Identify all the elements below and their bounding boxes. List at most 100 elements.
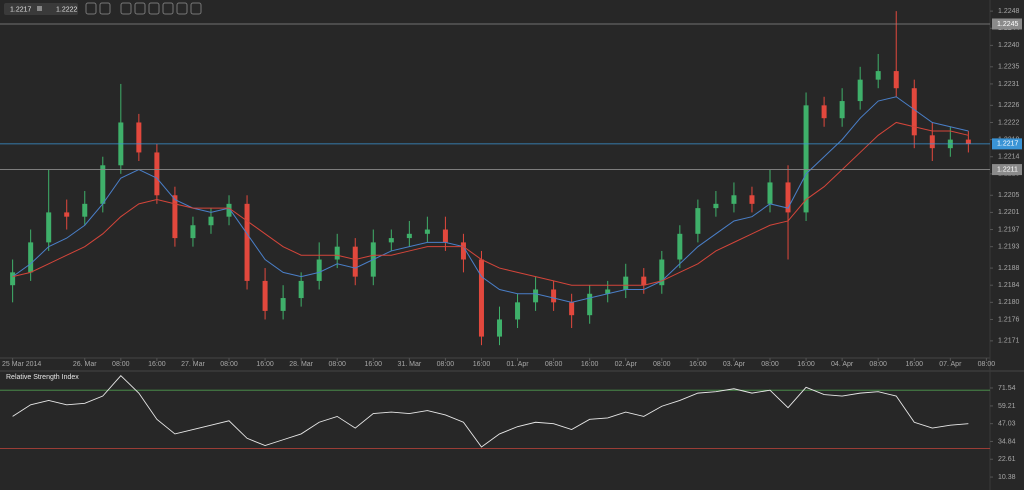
level-box bbox=[992, 18, 1022, 30]
y-tick-label: 1.2240 bbox=[998, 42, 1020, 49]
y-tick-label: 59.21 bbox=[998, 403, 1016, 410]
x-tick-label: 02. Apr bbox=[615, 361, 638, 368]
candle-body bbox=[551, 289, 557, 303]
candle-body bbox=[929, 135, 935, 149]
y-tick-label: 1.2171 bbox=[998, 338, 1020, 345]
x-tick-label: 08:00 bbox=[220, 361, 238, 368]
candle-body bbox=[767, 182, 773, 204]
x-tick-label: 08:00 bbox=[545, 361, 563, 368]
y-tick-label: 34.84 bbox=[998, 438, 1016, 445]
candle-body bbox=[731, 195, 737, 204]
candle-body bbox=[857, 79, 863, 102]
x-tick-label: 16:00 bbox=[797, 361, 815, 368]
y-tick-label: 47.03 bbox=[998, 421, 1016, 428]
y-tick-label: 22.61 bbox=[998, 456, 1016, 463]
candle-body bbox=[10, 272, 16, 286]
candle-body bbox=[424, 229, 430, 234]
rsi-line bbox=[12, 374, 969, 448]
y-tick-label: 1.2205 bbox=[998, 192, 1020, 199]
x-tick-label: 01. Apr bbox=[506, 361, 529, 368]
x-tick-label: 03. Apr bbox=[723, 361, 746, 368]
candle-body bbox=[172, 195, 178, 239]
y-tick-label: 1.2193 bbox=[998, 244, 1020, 251]
candle-body bbox=[803, 105, 809, 213]
y-tick-label: 1.2214 bbox=[998, 154, 1020, 161]
candle-body bbox=[911, 88, 917, 136]
tool-2[interactable] bbox=[134, 2, 146, 15]
candle-body bbox=[821, 105, 827, 119]
x-tick-label: 16:00 bbox=[256, 361, 274, 368]
candle-body bbox=[82, 203, 88, 217]
ask: 1.2222 bbox=[56, 6, 78, 13]
x-tick-label: 08:00 bbox=[437, 361, 455, 368]
candle-body bbox=[406, 233, 412, 239]
x-tick-label: 08:00 bbox=[328, 361, 346, 368]
candle-body bbox=[316, 259, 322, 281]
tool-1[interactable] bbox=[120, 2, 132, 15]
x-tick-label: 28. Mar bbox=[289, 361, 313, 368]
candle-body bbox=[388, 238, 394, 243]
candle-body bbox=[569, 302, 575, 316]
candle-body bbox=[190, 225, 196, 239]
candle-body bbox=[623, 276, 629, 290]
candle-body bbox=[154, 152, 160, 196]
candle-body bbox=[244, 203, 250, 281]
candle-body bbox=[298, 280, 304, 299]
y-tick-label: 1.2226 bbox=[998, 102, 1020, 109]
level-box bbox=[992, 164, 1022, 176]
x-tick-label: 16:00 bbox=[689, 361, 707, 368]
candle-body bbox=[515, 302, 521, 320]
candle-body bbox=[659, 259, 665, 286]
x-tick-label: 27. Mar bbox=[181, 361, 205, 368]
candle-body bbox=[226, 203, 232, 217]
candle-body bbox=[334, 246, 340, 260]
zoom-in[interactable] bbox=[85, 2, 97, 15]
y-tick-label: 1.2188 bbox=[998, 265, 1020, 272]
y-tick-label: 1.2197 bbox=[998, 226, 1020, 233]
candle-body bbox=[100, 165, 106, 204]
bid: 1.2217 bbox=[10, 6, 32, 13]
tool-6[interactable] bbox=[190, 2, 202, 15]
x-tick-label: 16:00 bbox=[365, 361, 383, 368]
candle-body bbox=[64, 212, 70, 217]
candle-body bbox=[280, 298, 286, 311]
candle-body bbox=[875, 71, 881, 80]
y-tick-label: 1.2235 bbox=[998, 64, 1020, 71]
x-tick-label: 08:00 bbox=[112, 361, 130, 368]
level-label: 1.2217 bbox=[997, 141, 1019, 148]
tool-5[interactable] bbox=[176, 2, 188, 15]
moving-average bbox=[12, 121, 969, 286]
candle-body bbox=[965, 139, 971, 144]
tool-3[interactable] bbox=[148, 2, 160, 15]
candle-body bbox=[533, 289, 539, 303]
y-tick-label: 1.2222 bbox=[998, 119, 1020, 126]
x-tick-label: 16:00 bbox=[905, 361, 923, 368]
x-tick-label: 08:00 bbox=[761, 361, 779, 368]
level-box bbox=[992, 138, 1022, 150]
candle-body bbox=[28, 242, 34, 273]
tool-4[interactable] bbox=[162, 2, 174, 15]
y-tick-label: 1.2248 bbox=[998, 8, 1020, 15]
y-tick-label: 1.2180 bbox=[998, 299, 1020, 306]
moving-average bbox=[12, 96, 969, 303]
candle-body bbox=[208, 216, 214, 226]
zoom-out[interactable] bbox=[99, 2, 111, 15]
y-tick-label: 1.2184 bbox=[998, 282, 1020, 289]
candle-body bbox=[605, 289, 611, 294]
x-tick-label: 07. Apr bbox=[939, 361, 962, 368]
y-tick-label: 1.2231 bbox=[998, 81, 1020, 88]
x-tick-label: 16:00 bbox=[473, 361, 491, 368]
y-tick-label: 71.54 bbox=[998, 385, 1016, 392]
candle-body bbox=[677, 233, 683, 260]
x-tick-label: 16:00 bbox=[148, 361, 166, 368]
candle-body bbox=[460, 242, 466, 260]
candle-body bbox=[136, 122, 142, 153]
candle-body bbox=[442, 229, 448, 243]
x-tick-label: 08:00 bbox=[978, 361, 996, 368]
x-tick-label: 26. Mar bbox=[73, 361, 97, 368]
candle-body bbox=[749, 195, 755, 204]
candle-body bbox=[641, 276, 647, 286]
